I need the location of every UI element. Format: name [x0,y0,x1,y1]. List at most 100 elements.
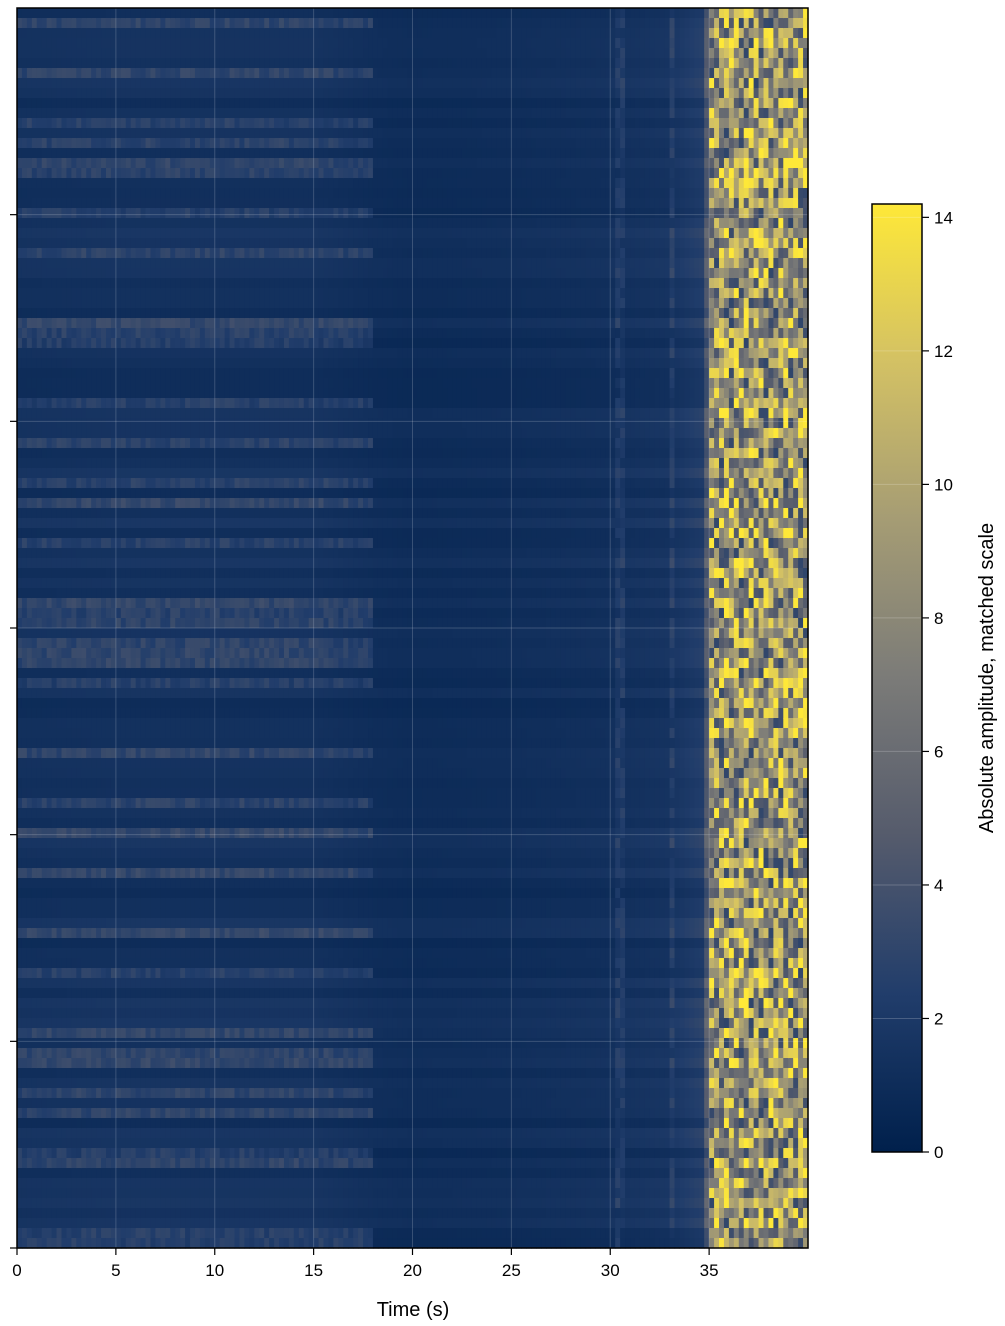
heatmap-cell [155,1158,161,1169]
heatmap-cell [71,768,77,779]
heatmap-cell [214,218,221,229]
heatmap-cell [115,18,122,29]
heatmap-cell [170,1138,176,1149]
heatmap-cell [175,508,181,519]
heatmap-cell [41,468,48,479]
heatmap-cell [170,528,176,539]
heatmap-cell [66,928,72,939]
heatmap-cell [115,148,122,159]
heatmap-cell [56,808,63,819]
heatmap-cell [125,688,132,699]
heatmap-cell [105,698,112,709]
heatmap-cell [175,298,181,309]
heatmap-cell [155,438,161,449]
heatmap-cell [41,328,48,339]
heatmap-cell [145,1158,152,1169]
heatmap-cell [209,1148,216,1159]
heatmap-cell [56,668,63,679]
heatmap-cell [71,538,77,549]
heatmap-cell [175,418,181,429]
heatmap-cell [180,418,186,429]
heatmap-cell [165,378,171,389]
heatmap-cell [76,678,82,689]
heatmap-cell [36,278,43,289]
heatmap-cell [209,148,216,159]
heatmap-cell [150,1098,157,1109]
heatmap-cell [145,458,152,469]
heatmap-cell [199,848,206,859]
heatmap-cell [110,338,117,349]
heatmap-cell [17,88,23,99]
heatmap-cell [120,768,127,779]
heatmap-cell [130,888,137,899]
heatmap-cell [110,478,117,489]
heatmap-cell [71,268,77,279]
heatmap-cell [209,138,216,149]
heatmap-cell [105,968,112,979]
heatmap-cell [56,958,63,969]
heatmap-cell [46,588,53,599]
heatmap-cell [21,978,28,989]
heatmap-cell [31,58,38,69]
heatmap-cell [165,188,171,199]
heatmap-cell [140,438,147,449]
heatmap-cell [86,78,92,89]
heatmap-cell [36,948,43,959]
heatmap-cell [96,678,102,689]
heatmap-cell [71,748,77,759]
heatmap-cell [115,528,122,539]
heatmap-cell [180,728,186,739]
heatmap-cell [125,88,132,99]
heatmap-cell [165,628,171,639]
heatmap-cell [180,238,186,249]
heatmap-cell [175,58,181,69]
heatmap-cell [115,1038,122,1049]
heatmap-cell [204,688,211,699]
heatmap-cell [155,128,161,139]
heatmap-cell [71,248,77,259]
heatmap-cell [140,1238,147,1249]
heatmap-cell [140,58,147,69]
heatmap-cell [120,388,127,399]
heatmap-cell [61,868,68,879]
heatmap-cell [175,468,181,479]
heatmap-cell [115,278,122,289]
heatmap-cell [101,888,107,899]
heatmap-cell [194,298,201,309]
heatmap-cell [165,1178,171,1189]
heatmap-cell [160,638,166,649]
heatmap-cell [120,898,127,909]
heatmap-cell [101,478,107,489]
heatmap-cell [86,1098,92,1109]
heatmap-cell [120,1228,127,1239]
heatmap-cell [175,1158,181,1169]
heatmap-cell [160,1128,166,1139]
heatmap-cell [125,1138,132,1149]
heatmap-cell [120,468,127,479]
heatmap-cell [105,888,112,899]
heatmap-cell [170,518,176,529]
heatmap-cell [76,448,82,459]
heatmap-cell [209,308,216,319]
heatmap-cell [165,578,171,589]
heatmap-cell [105,398,112,409]
heatmap-cell [105,568,112,579]
heatmap-cell [96,298,102,309]
heatmap-cell [36,718,43,729]
heatmap-cell [26,58,33,69]
heatmap-cell [185,588,191,599]
heatmap-cell [155,1078,161,1089]
heatmap-cell [56,378,63,389]
heatmap-cell [101,798,107,809]
heatmap-cell [209,78,216,89]
heatmap-cell [76,998,82,1009]
heatmap-cell [101,778,107,789]
heatmap-cell [105,458,112,469]
heatmap-cell [17,38,23,49]
heatmap-cell [110,1118,117,1129]
heatmap-cell [36,588,43,599]
heatmap-cell [155,78,161,89]
heatmap-cell [155,748,161,759]
heatmap-cell [81,598,87,609]
heatmap-cell [76,1228,82,1239]
